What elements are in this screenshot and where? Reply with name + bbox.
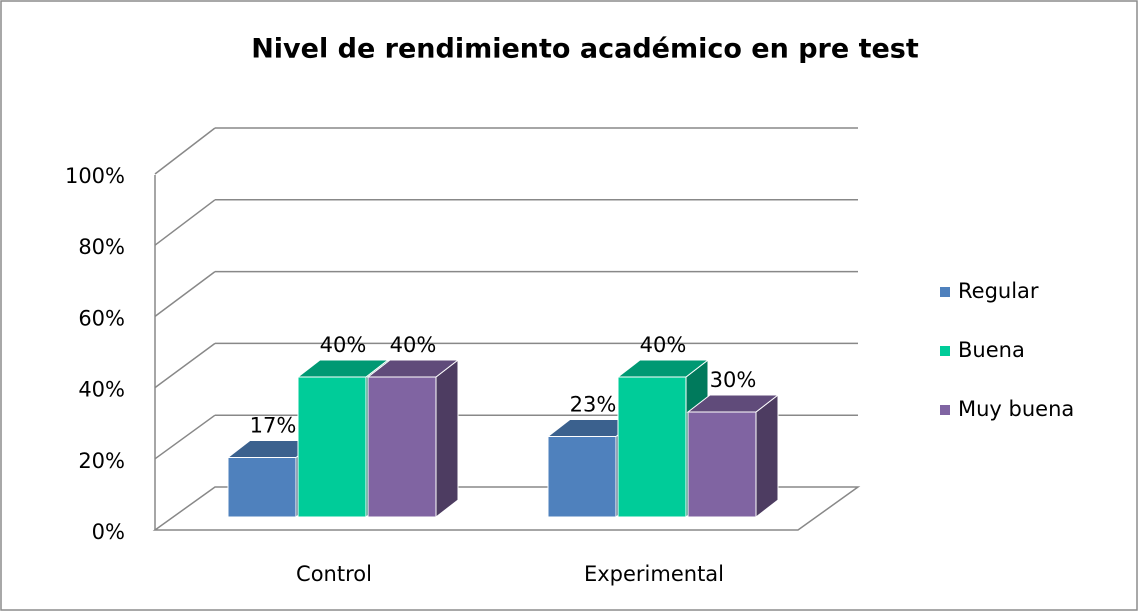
- data-label: 17%: [250, 414, 297, 438]
- floor: [152, 486, 861, 531]
- bar-front: [687, 411, 757, 518]
- legend-label: Buena: [958, 338, 1025, 362]
- y-tick-label: 80%: [78, 235, 125, 259]
- grid-line: [154, 342, 216, 389]
- x-tick-label: Experimental: [584, 562, 724, 586]
- legend-label: Regular: [958, 279, 1039, 303]
- bar: [686, 393, 780, 519]
- bar-side: [755, 393, 779, 519]
- grid-line: [154, 127, 216, 175]
- legend-label: Muy buena: [958, 397, 1074, 421]
- bar-front: [297, 376, 367, 518]
- x-tick-label: Control: [296, 562, 372, 586]
- legend-swatch: [940, 287, 950, 297]
- y-tick-label: 60%: [78, 306, 125, 330]
- bar-side: [435, 358, 459, 519]
- bar-front: [617, 376, 687, 518]
- data-label: 40%: [320, 333, 367, 357]
- chart-title: Nivel de rendimiento académico en pre te…: [251, 34, 919, 65]
- y-tick-label: 100%: [65, 164, 125, 188]
- bar-front: [227, 457, 297, 518]
- y-tick-label: 20%: [78, 449, 125, 473]
- data-label: 40%: [390, 333, 437, 357]
- legend-swatch: [940, 346, 950, 356]
- legend-swatch: [940, 405, 950, 415]
- grid-line: [154, 199, 216, 246]
- data-label: 23%: [570, 393, 617, 417]
- grid-line: [154, 414, 216, 460]
- data-label: 40%: [640, 333, 687, 357]
- y-tick-label: 40%: [78, 378, 125, 402]
- bar-front: [547, 436, 617, 518]
- bar: [366, 358, 460, 519]
- bar-front: [367, 376, 437, 518]
- grid-line: [154, 270, 216, 318]
- y-tick-label: 0%: [92, 520, 125, 544]
- data-label: 30%: [710, 368, 757, 392]
